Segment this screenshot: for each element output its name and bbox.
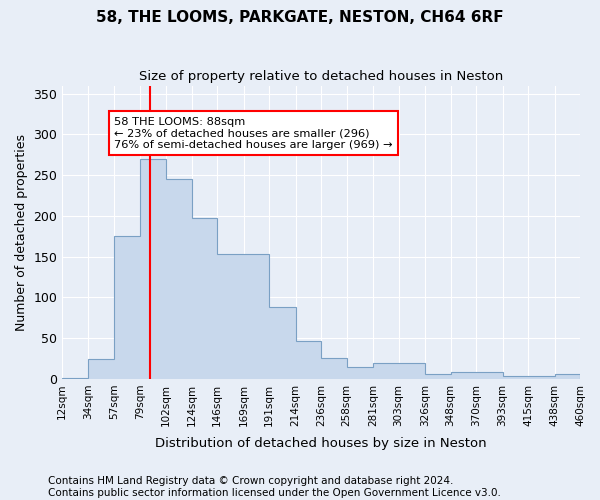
Text: Contains HM Land Registry data © Crown copyright and database right 2024.
Contai: Contains HM Land Registry data © Crown c… [48,476,501,498]
Text: 58, THE LOOMS, PARKGATE, NESTON, CH64 6RF: 58, THE LOOMS, PARKGATE, NESTON, CH64 6R… [96,10,504,25]
X-axis label: Distribution of detached houses by size in Neston: Distribution of detached houses by size … [155,437,487,450]
Text: 58 THE LOOMS: 88sqm
← 23% of detached houses are smaller (296)
76% of semi-detac: 58 THE LOOMS: 88sqm ← 23% of detached ho… [114,116,393,150]
Title: Size of property relative to detached houses in Neston: Size of property relative to detached ho… [139,70,503,83]
Y-axis label: Number of detached properties: Number of detached properties [15,134,28,330]
